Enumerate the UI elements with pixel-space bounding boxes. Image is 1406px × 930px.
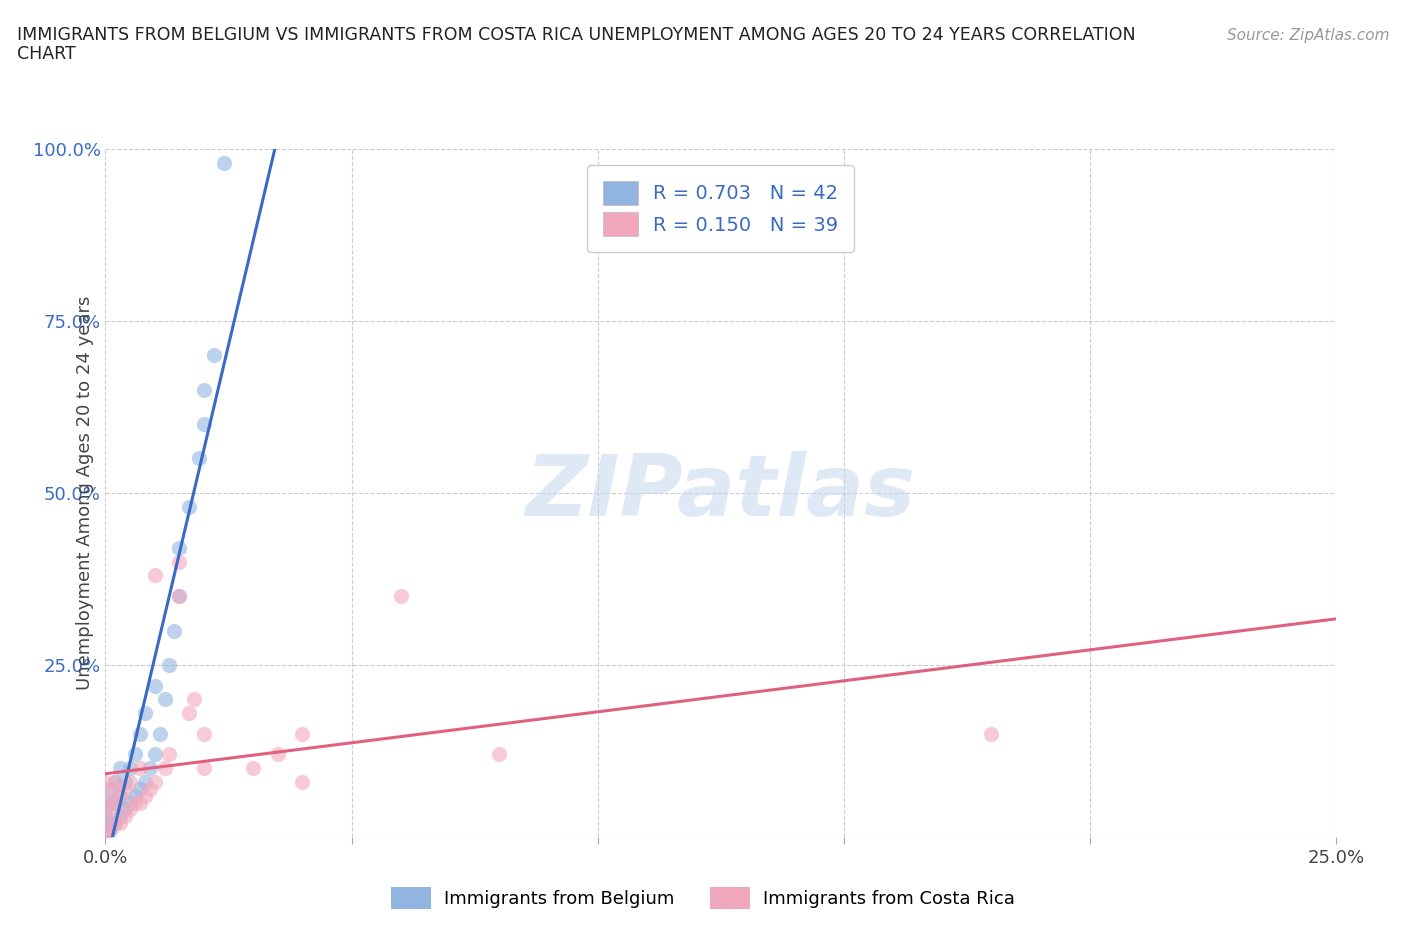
Point — [120, 775, 141, 790]
Point — [94, 809, 117, 824]
Point — [242, 761, 264, 776]
Point — [179, 706, 201, 721]
Point — [94, 795, 117, 810]
Point — [143, 747, 166, 762]
Point — [143, 568, 166, 583]
Point — [104, 795, 127, 810]
Point — [159, 747, 180, 762]
Point — [138, 781, 162, 796]
Point — [110, 789, 132, 804]
Point — [98, 802, 122, 817]
Point — [110, 816, 132, 830]
Point — [129, 781, 152, 796]
Point — [94, 816, 117, 830]
Point — [134, 706, 156, 721]
Point — [114, 802, 136, 817]
Point — [149, 726, 172, 741]
Point — [143, 678, 166, 693]
Legend: R = 0.703   N = 42, R = 0.150   N = 39: R = 0.703 N = 42, R = 0.150 N = 39 — [588, 166, 853, 252]
Point — [169, 540, 191, 555]
Point — [980, 726, 1002, 741]
Point — [124, 747, 146, 762]
Point — [212, 155, 235, 170]
Point — [169, 589, 191, 604]
Point — [120, 761, 141, 776]
Point — [138, 761, 162, 776]
Point — [94, 830, 117, 844]
Point — [291, 726, 314, 741]
Point — [488, 747, 510, 762]
Point — [120, 795, 141, 810]
Point — [153, 692, 176, 707]
Point — [202, 348, 225, 363]
Legend: Immigrants from Belgium, Immigrants from Costa Rica: Immigrants from Belgium, Immigrants from… — [384, 880, 1022, 916]
Point — [134, 789, 156, 804]
Point — [159, 658, 180, 672]
Text: ZIPatlas: ZIPatlas — [526, 451, 915, 535]
Point — [98, 781, 122, 796]
Point — [94, 823, 117, 838]
Point — [291, 775, 314, 790]
Point — [114, 809, 136, 824]
Point — [120, 802, 141, 817]
Point — [267, 747, 290, 762]
Point — [143, 775, 166, 790]
Point — [94, 830, 117, 844]
Point — [169, 554, 191, 569]
Point — [153, 761, 176, 776]
Point — [114, 775, 136, 790]
Point — [98, 823, 122, 838]
Point — [110, 809, 132, 824]
Text: CHART: CHART — [17, 45, 76, 62]
Point — [129, 795, 152, 810]
Point — [134, 775, 156, 790]
Point — [94, 795, 117, 810]
Point — [193, 761, 215, 776]
Point — [104, 816, 127, 830]
Point — [98, 781, 122, 796]
Point — [114, 781, 136, 796]
Y-axis label: Unemployment Among Ages 20 to 24 years: Unemployment Among Ages 20 to 24 years — [76, 296, 94, 690]
Point — [94, 802, 117, 817]
Text: Source: ZipAtlas.com: Source: ZipAtlas.com — [1226, 28, 1389, 43]
Point — [124, 795, 146, 810]
Point — [124, 789, 146, 804]
Point — [193, 382, 215, 397]
Point — [193, 726, 215, 741]
Point — [104, 816, 127, 830]
Point — [129, 761, 152, 776]
Point — [94, 809, 117, 824]
Point — [169, 589, 191, 604]
Point — [94, 823, 117, 838]
Point — [193, 417, 215, 432]
Point — [104, 795, 127, 810]
Point — [110, 761, 132, 776]
Text: IMMIGRANTS FROM BELGIUM VS IMMIGRANTS FROM COSTA RICA UNEMPLOYMENT AMONG AGES 20: IMMIGRANTS FROM BELGIUM VS IMMIGRANTS FR… — [17, 26, 1136, 44]
Point — [94, 775, 117, 790]
Point — [183, 692, 205, 707]
Point — [98, 823, 122, 838]
Point — [110, 789, 132, 804]
Point — [179, 499, 201, 514]
Point — [163, 623, 186, 638]
Point — [104, 775, 127, 790]
Point — [104, 775, 127, 790]
Point — [98, 795, 122, 810]
Point — [188, 451, 211, 466]
Point — [98, 816, 122, 830]
Point — [129, 726, 152, 741]
Point — [389, 589, 412, 604]
